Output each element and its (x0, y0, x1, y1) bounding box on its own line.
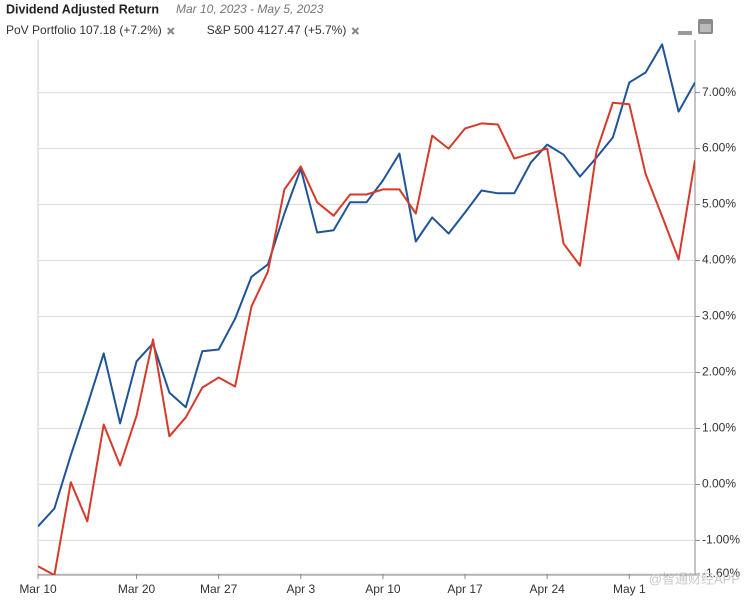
chart-subtitle: Mar 10, 2023 - May 5, 2023 (176, 2, 324, 16)
y-tick-label: 2.00% (702, 365, 736, 379)
series-line (38, 101, 695, 575)
y-tick-label: 3.00% (702, 309, 736, 323)
x-tick-label: May 1 (613, 582, 646, 596)
y-tick-label: 7.00% (702, 85, 736, 99)
x-tick-label: Mar 10 (19, 582, 57, 596)
toolbar-icons[interactable] (678, 19, 713, 35)
y-tick-label: -1.00% (702, 533, 740, 547)
minimize-icon[interactable] (678, 31, 692, 35)
x-tick-label: Mar 27 (200, 582, 238, 596)
x-tick-label: Apr 3 (286, 582, 315, 596)
x-tick-label: Apr 10 (365, 582, 401, 596)
legend-entry[interactable]: PoV Portfolio 107.18 (+7.2%) (6, 23, 162, 37)
y-tick-label: 4.00% (702, 253, 736, 267)
x-tick-label: Apr 24 (529, 582, 565, 596)
legend-entry[interactable]: S&P 500 4127.47 (+5.7%) (207, 23, 347, 37)
y-tick-label: 6.00% (702, 141, 736, 155)
chart-title: Dividend Adjusted Return (6, 2, 159, 16)
window-icon-inner (700, 24, 711, 32)
x-tick-label: Apr 17 (447, 582, 483, 596)
y-tick-label: 0.00% (702, 477, 736, 491)
legend-close-icon (167, 27, 175, 35)
watermark: @智通财经APP (649, 571, 740, 586)
x-tick-label: Mar 20 (118, 582, 156, 596)
legend-close-icon (351, 27, 360, 35)
y-tick-label: 1.00% (702, 421, 736, 435)
y-tick-label: 5.00% (702, 197, 736, 211)
y-tick-label: -1.60% (702, 566, 740, 580)
series-line (38, 43, 695, 528)
